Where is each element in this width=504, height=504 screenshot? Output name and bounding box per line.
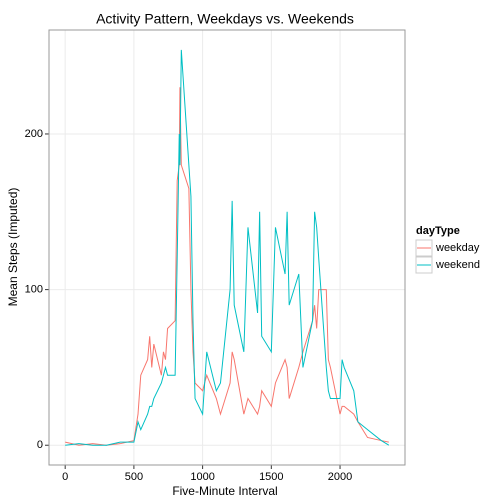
series-line: [65, 87, 389, 446]
series-line: [65, 49, 390, 446]
x-tick-label: 500: [125, 471, 143, 483]
y-tick-label: 200: [25, 128, 43, 140]
plot-panel: [49, 30, 405, 465]
x-tick-label: 1000: [190, 471, 214, 483]
x-axis-title: Five-Minute Interval: [172, 484, 277, 498]
legend-title: dayType: [416, 225, 460, 237]
y-tick-label: 0: [37, 439, 43, 451]
legend-label: weekend: [435, 259, 480, 271]
x-tick-label: 2000: [328, 471, 352, 483]
legend-label: weekday: [435, 242, 480, 254]
x-tick-label: 0: [62, 471, 68, 483]
chart-title: Activity Pattern, Weekdays vs. Weekends: [96, 11, 354, 27]
y-tick-label: 100: [25, 284, 43, 296]
panel-border: [48, 29, 406, 466]
x-tick-label: 1500: [259, 471, 283, 483]
y-axis-title: Mean Steps (Imputed): [6, 188, 20, 307]
